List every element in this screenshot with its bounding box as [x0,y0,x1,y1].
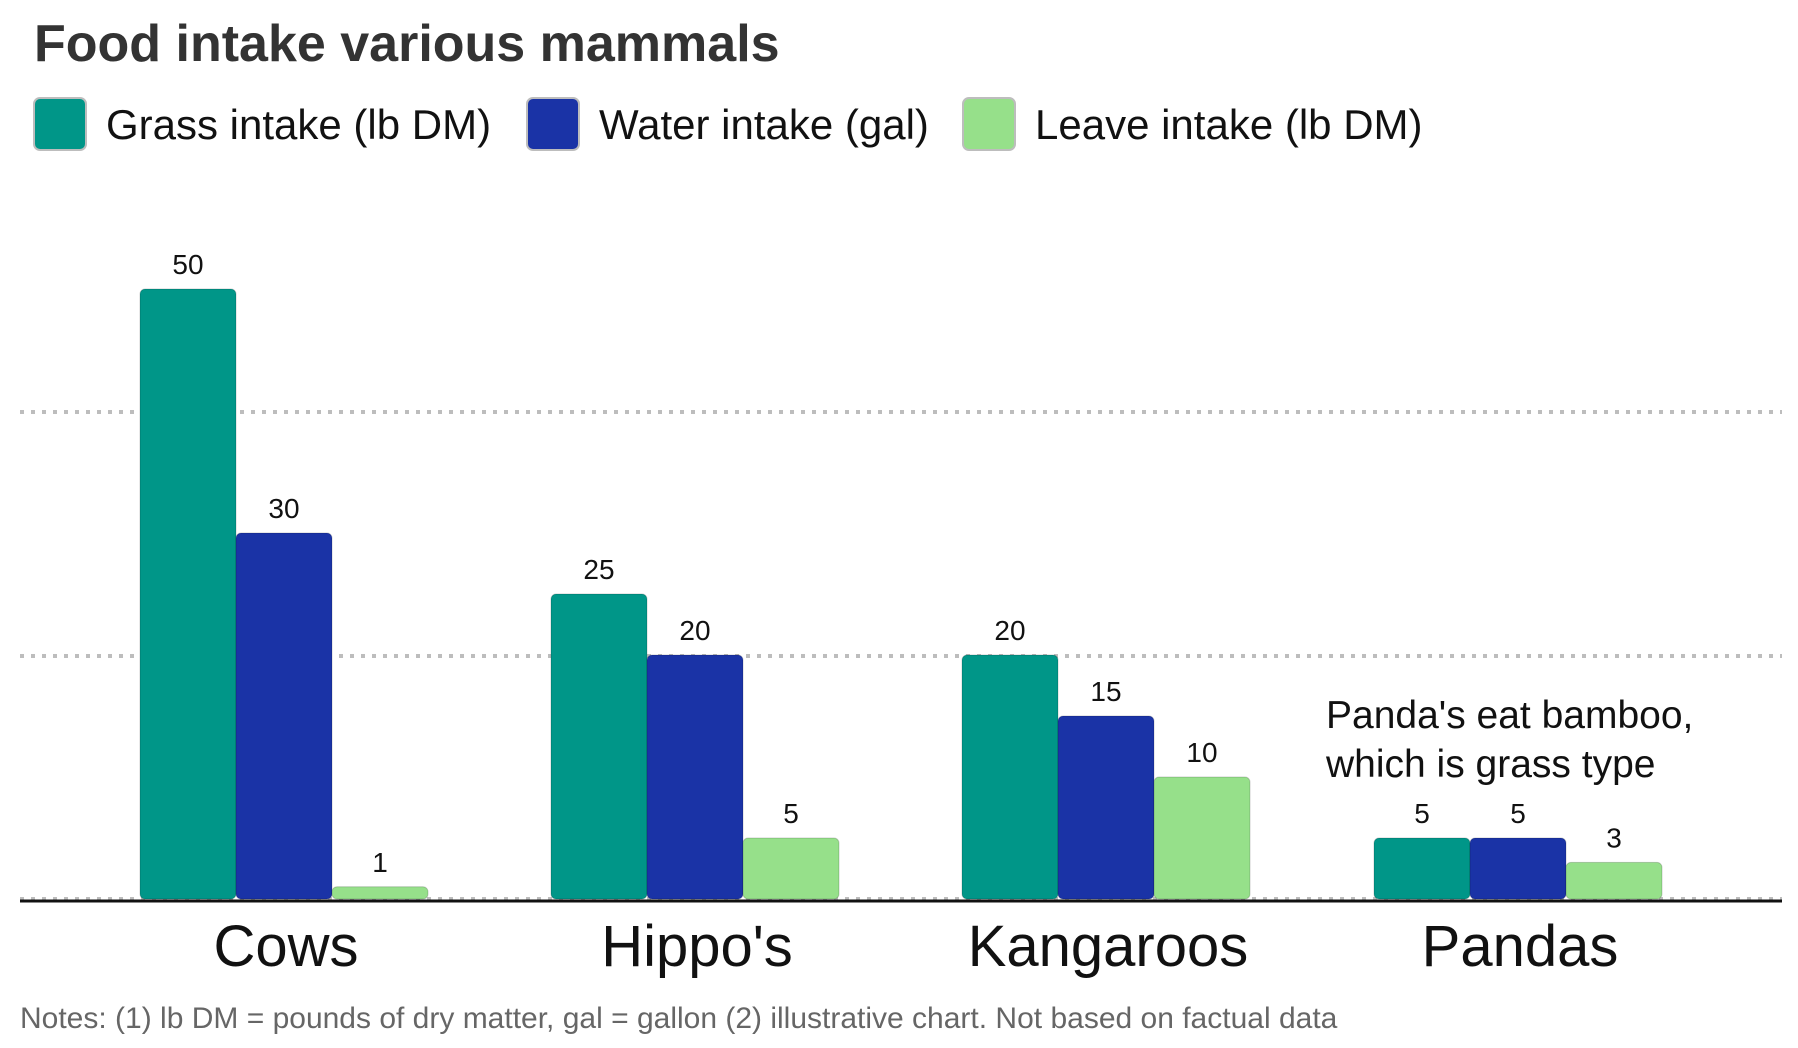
bar-label-hippo-s-water-intake-gal: 20 [679,615,710,646]
category-label-kangaroos: Kangaroos [968,914,1249,979]
bar-cows-grass-intake-lb-dm [139,288,237,900]
legend-label-grass-intake-lb-dm: Grass intake (lb DM) [106,101,491,148]
annotation-line-2: which is grass type [1325,743,1655,786]
bar-labels: 50 30 1 25 20 5 20 15 10 5 5 3 [172,249,1621,878]
chart-title: Food intake various mammals [34,15,780,73]
bar-kangaroos-water-intake-gal [1057,715,1155,900]
bar-kangaroos-leave-intake-lb-dm [1153,776,1251,900]
panda-annotation: Panda's eat bamboo, which is grass type [1325,694,1704,786]
bar-label-pandas-water-intake-gal: 5 [1510,798,1526,829]
bar-label-hippo-s-grass-intake-lb-dm: 25 [583,554,614,585]
bar-pandas-water-intake-gal [1469,837,1567,900]
bar-kangaroos-grass-intake-lb-dm [961,654,1059,900]
bar-label-cows-water-intake-gal: 30 [268,493,299,524]
bar-pandas-grass-intake-lb-dm [1373,837,1471,900]
category-label-hippo-s: Hippo's [601,914,793,979]
bars [139,288,1663,900]
bar-pandas-leave-intake-lb-dm [1565,861,1663,900]
category-label-cows: Cows [213,914,358,979]
bar-hippo-s-grass-intake-lb-dm [550,593,648,900]
legend-swatch-leave-intake-lb-dm [962,97,1016,151]
bar-label-hippo-s-leave-intake-lb-dm: 5 [783,798,799,829]
category-labels: Cows Hippo's Kangaroos Pandas [213,914,1618,979]
bar-label-kangaroos-grass-intake-lb-dm: 20 [994,615,1025,646]
annotation-line-1: Panda's eat bamboo, [1326,694,1693,737]
bar-label-pandas-leave-intake-lb-dm: 3 [1606,822,1622,853]
legend: Grass intake (lb DM) Water intake (gal) Le… [33,97,1423,151]
gridlines [20,410,1782,901]
legend-swatch-grass-intake-lb-dm [33,97,87,151]
bar-label-kangaroos-water-intake-gal: 15 [1090,676,1121,707]
bar-label-kangaroos-leave-intake-lb-dm: 10 [1186,737,1217,768]
legend-label-water-intake-gal: Water intake (gal) [599,101,929,148]
chart-note: Notes: (1) lb DM = pounds of dry matter,… [20,1002,1338,1035]
bar-hippo-s-leave-intake-lb-dm [742,837,840,900]
legend-swatch-water-intake-gal [526,97,580,151]
legend-label-leave-intake-lb-dm: Leave intake (lb DM) [1035,101,1423,148]
bar-label-cows-leave-intake-lb-dm: 1 [372,847,388,878]
category-label-pandas: Pandas [1422,914,1619,979]
bar-hippo-s-water-intake-gal [646,654,744,900]
bar-label-pandas-grass-intake-lb-dm: 5 [1414,798,1430,829]
bar-cows-water-intake-gal [235,532,333,900]
bar-label-cows-grass-intake-lb-dm: 50 [172,249,203,280]
bar-cows-leave-intake-lb-dm [331,886,429,900]
